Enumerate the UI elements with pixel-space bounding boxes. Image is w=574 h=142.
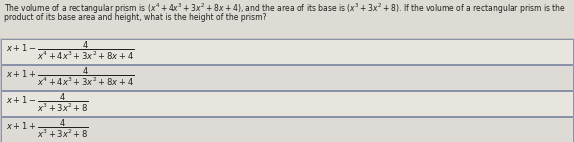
Text: $x+1-\dfrac{4}{x^4+4x^3+3x^2+8x+4}$: $x+1-\dfrac{4}{x^4+4x^3+3x^2+8x+4}$ — [6, 40, 134, 62]
Text: The volume of a rectangular prism is $(x^4+4x^3+3x^2+8x+4)$, and the area of its: The volume of a rectangular prism is $(x… — [4, 2, 566, 16]
Text: $x+1-\dfrac{4}{x^3+3x^2+8}$: $x+1-\dfrac{4}{x^3+3x^2+8}$ — [6, 92, 89, 114]
FancyBboxPatch shape — [1, 116, 573, 141]
Text: $x+1+\dfrac{4}{x^3+3x^2+8}$: $x+1+\dfrac{4}{x^3+3x^2+8}$ — [6, 118, 89, 140]
FancyBboxPatch shape — [1, 64, 573, 89]
Text: product of its base area and height, what is the height of the prism?: product of its base area and height, wha… — [4, 13, 266, 22]
Text: $x+1+\dfrac{4}{x^4+4x^3+3x^2+8x+4}$: $x+1+\dfrac{4}{x^4+4x^3+3x^2+8x+4}$ — [6, 66, 134, 88]
FancyBboxPatch shape — [1, 38, 573, 63]
FancyBboxPatch shape — [1, 90, 573, 115]
FancyBboxPatch shape — [0, 0, 574, 38]
